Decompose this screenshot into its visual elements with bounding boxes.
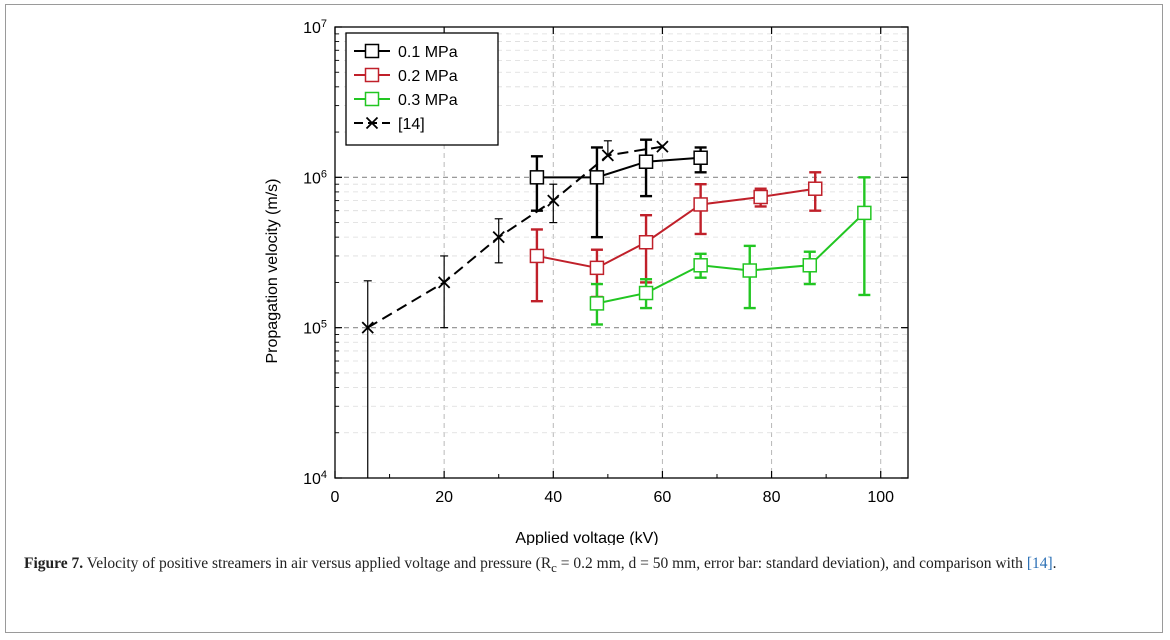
data-point [589, 296, 605, 311]
data-point [438, 276, 451, 289]
error-bar [603, 140, 612, 156]
x-tick-label: 100 [867, 489, 894, 506]
legend-label: [14] [398, 116, 425, 133]
y-tick-label: 107 [303, 18, 327, 37]
x-tick-label: 40 [544, 489, 562, 506]
figure-caption: Figure 7. Velocity of positive streamers… [24, 553, 1144, 579]
data-point [589, 260, 605, 276]
data-point [638, 154, 654, 169]
data-point-stroke [365, 116, 379, 130]
plot-frame [334, 26, 909, 479]
data-point [492, 231, 505, 244]
error-bar [363, 280, 372, 478]
x-tick-label: 20 [435, 489, 453, 506]
data-point [638, 234, 654, 250]
y-tick-label: 104 [303, 469, 327, 488]
series-line [536, 187, 816, 269]
reference-link[interactable]: [14] [1026, 555, 1053, 572]
data-point-stroke [438, 276, 451, 289]
data-point [547, 194, 560, 207]
data-point [529, 248, 545, 264]
figure-label: Figure 7. [24, 555, 84, 572]
x-tick-label: 0 [331, 489, 340, 506]
data-point-stroke [361, 321, 374, 334]
x-tick-label: 80 [763, 489, 781, 506]
caption-text-end: . [1052, 555, 1057, 572]
data-point [857, 205, 872, 221]
data-point-stroke [547, 194, 560, 207]
caption-text-1: Velocity of positive streamers in air ve… [83, 555, 552, 572]
data-point [693, 197, 708, 212]
data-point [365, 116, 379, 130]
error-bar [549, 183, 558, 224]
data-point-stroke [492, 231, 505, 244]
axes: 0 20 40 60 80 100 104 105 106 107 [303, 18, 909, 506]
x-axis-label: Applied voltage (kV) [515, 530, 658, 545]
series-0 [529, 138, 708, 239]
y-axis-label: Propagation velocity (m/s) [264, 179, 281, 364]
data-point [638, 285, 654, 301]
data-point [753, 189, 768, 205]
data-point [807, 181, 823, 196]
series-line [536, 156, 701, 179]
data-point [601, 149, 614, 162]
data-point [364, 43, 380, 59]
error-bar [858, 176, 871, 297]
legend-entry: 0.2 MPa [354, 67, 458, 85]
caption-subscript: c [551, 560, 557, 576]
series-3 [361, 140, 669, 478]
data-point-stroke [656, 140, 669, 153]
caption-text-2: = 0.2 mm, d = 50 mm, error bar: standard… [556, 555, 1027, 572]
data-point [529, 170, 545, 185]
legend-entry: 0.1 MPa [354, 43, 458, 61]
figure-frame: 0 20 40 60 80 100 104 105 106 107 0.1 MPa 0.2 MPa 0… [5, 4, 1163, 633]
data-point [656, 140, 669, 153]
legend-label: 0.1 MPa [398, 44, 458, 61]
series-layer [361, 138, 872, 478]
data-point-stroke [601, 149, 614, 162]
data-point [361, 321, 374, 334]
legend-label: 0.2 MPa [398, 68, 458, 85]
data-point [364, 91, 380, 107]
y-tick-label: 105 [303, 319, 327, 338]
data-point [364, 67, 380, 83]
legend-entry: 0.3 MPa [354, 91, 458, 109]
data-point [742, 263, 757, 278]
error-bar [590, 146, 603, 239]
x-tick-label: 60 [654, 489, 672, 506]
series-line [596, 212, 866, 305]
error-bar [494, 218, 503, 264]
series-1 [529, 171, 823, 303]
data-point [693, 150, 708, 165]
error-bar [440, 255, 449, 329]
legend-entry: [14] [354, 116, 425, 133]
error-bar [530, 228, 543, 303]
data-point [693, 258, 708, 273]
series-line [367, 145, 663, 329]
data-point [802, 258, 818, 273]
legend: 0.1 MPa 0.2 MPa 0.3 MPa [14] [345, 32, 499, 146]
y-tick-label: 106 [303, 168, 327, 187]
data-point [589, 170, 605, 185]
series-2 [589, 176, 872, 326]
legend-label: 0.3 MPa [398, 92, 458, 109]
